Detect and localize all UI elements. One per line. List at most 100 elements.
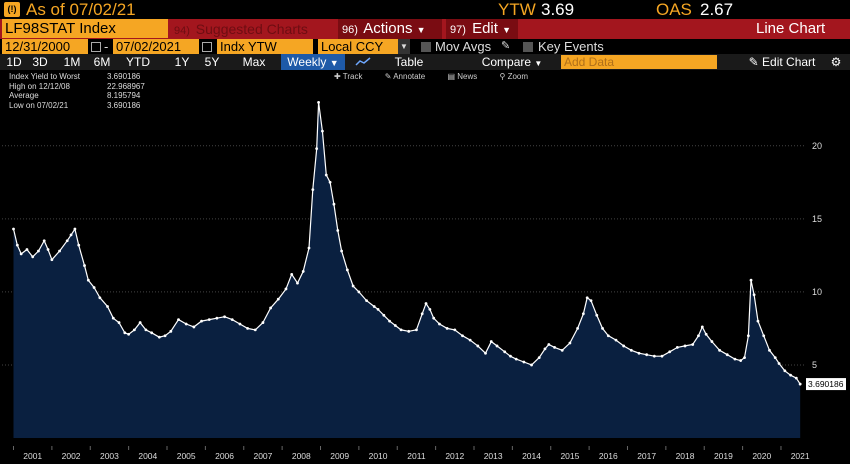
data-point	[700, 325, 704, 329]
yield-chart[interactable]: 5 10 15 20 2001 2002 2003 2004 2005 2006 2007 2008…	[0, 70, 850, 464]
legend-row: High on 12/12/08 22.968967	[9, 82, 159, 92]
ytw-label: YTW	[498, 0, 536, 19]
field-select[interactable]: Indx YTW	[217, 39, 313, 54]
data-point	[683, 344, 687, 348]
data-point	[743, 356, 746, 360]
line-chart-icon[interactable]	[350, 54, 376, 70]
data-point	[581, 312, 585, 316]
data-point	[317, 100, 320, 104]
calendar-icon[interactable]	[202, 42, 212, 52]
edit-menu[interactable]: 97) Edit ▼	[446, 19, 518, 39]
legend-label: Average	[9, 91, 39, 100]
data-point	[798, 382, 802, 386]
news-tool[interactable]: ▤ News	[447, 72, 478, 81]
key-events-checkbox[interactable]	[523, 42, 533, 52]
x-tick-label: 2014	[522, 451, 541, 461]
gear-icon[interactable]: ⚙	[830, 55, 842, 69]
data-point	[537, 356, 541, 360]
legend-value: 8.195794	[107, 91, 141, 100]
data-point	[773, 356, 777, 360]
x-tick-label: 2004	[138, 451, 157, 461]
annotate-tool[interactable]: ✎ Annotate	[384, 72, 426, 81]
legend-row: Average 8.195794	[9, 91, 159, 101]
start-date-field[interactable]: 12/31/2000	[2, 39, 88, 54]
data-point	[484, 351, 487, 355]
data-point	[163, 334, 167, 338]
zoom-tool[interactable]: ⚲ Zoom	[499, 72, 529, 81]
chart-tools: ✚ Track ✎ Annotate ▤ News ⚲ Zoom	[334, 72, 548, 81]
chevron-down-icon: ▼	[502, 25, 512, 35]
data-point	[207, 318, 211, 322]
data-point	[752, 293, 756, 297]
data-point	[31, 255, 35, 259]
data-point	[58, 249, 61, 253]
ticker-input[interactable]: LF98STAT Index	[2, 19, 168, 38]
x-tick-label: 2019	[714, 451, 733, 461]
data-point	[420, 312, 424, 316]
data-point	[307, 246, 311, 250]
data-point	[768, 348, 771, 352]
as-of-date: As of 07/02/21	[26, 0, 136, 19]
data-point	[117, 321, 121, 324]
mov-avgs-label: Mov Avgs	[435, 39, 492, 54]
data-point	[388, 319, 391, 323]
function-icon[interactable]: (!)	[4, 2, 20, 17]
range-button-6m[interactable]: 6M	[93, 55, 111, 69]
data-point	[637, 351, 641, 355]
data-point	[576, 327, 579, 330]
frequency-select[interactable]: Weekly ▼	[281, 54, 345, 70]
edit-num: 97)	[450, 24, 466, 36]
actions-menu[interactable]: 96) Actions ▼	[338, 19, 442, 39]
range-button-3d[interactable]: 3D	[32, 55, 48, 69]
calendar-icon[interactable]	[91, 42, 101, 52]
data-point	[589, 299, 593, 303]
data-point	[365, 299, 368, 303]
mov-avgs-checkbox[interactable]	[421, 42, 431, 52]
actions-num: 96)	[342, 24, 358, 36]
range-button-max[interactable]: Max	[242, 55, 266, 69]
data-point	[169, 329, 173, 333]
data-point	[691, 343, 695, 346]
pencil-icon[interactable]: ✎	[501, 40, 511, 52]
range-button-1d[interactable]: 1D	[6, 55, 22, 69]
range-button-5y[interactable]: 5Y	[204, 55, 220, 69]
data-point	[12, 227, 15, 231]
x-tick-label: 2015	[560, 451, 579, 461]
data-point	[376, 308, 380, 311]
track-tool[interactable]: ✚ Track	[334, 72, 363, 81]
data-point	[495, 344, 499, 348]
data-point	[530, 363, 533, 367]
currency-select[interactable]: Local CCY	[318, 39, 398, 54]
data-point	[69, 233, 73, 237]
legend-label: Low on 07/02/21	[9, 100, 69, 110]
data-point	[276, 297, 280, 301]
data-point	[106, 305, 109, 308]
suggested-label: Suggested Charts	[195, 21, 308, 37]
edit-chart-button[interactable]: ✎ Edit Chart	[741, 54, 823, 70]
compare-button[interactable]: Compare ▼	[472, 54, 552, 70]
x-tick-label: 2010	[369, 451, 388, 461]
suggested-charts-button[interactable]: 94) Suggested Charts	[170, 19, 336, 39]
range-button-ytd[interactable]: YTD	[126, 55, 150, 69]
legend-row: Low on 07/02/21 3.690186	[9, 101, 159, 111]
data-point	[704, 332, 708, 336]
y-axis: 5 10 15 20	[812, 141, 822, 370]
add-data-input[interactable]: Add Data	[561, 55, 717, 69]
x-tick-label: 2005	[177, 451, 196, 461]
data-point	[668, 350, 672, 354]
data-point	[177, 318, 180, 322]
oas-value: 2.67	[700, 0, 734, 19]
data-point	[407, 329, 411, 333]
chevron-down-icon: ▼	[416, 25, 426, 35]
data-point	[476, 344, 480, 348]
table-button[interactable]: Table	[394, 55, 424, 69]
chevron-down-icon[interactable]: ▼	[398, 39, 410, 54]
end-date-field[interactable]: 07/02/2021	[113, 39, 199, 54]
data-point	[553, 346, 556, 349]
range-button-1m[interactable]: 1M	[63, 55, 81, 69]
data-point	[127, 332, 131, 336]
data-point	[543, 347, 547, 351]
data-point	[514, 357, 518, 361]
range-button-1y[interactable]: 1Y	[174, 55, 190, 69]
data-point	[739, 359, 743, 362]
